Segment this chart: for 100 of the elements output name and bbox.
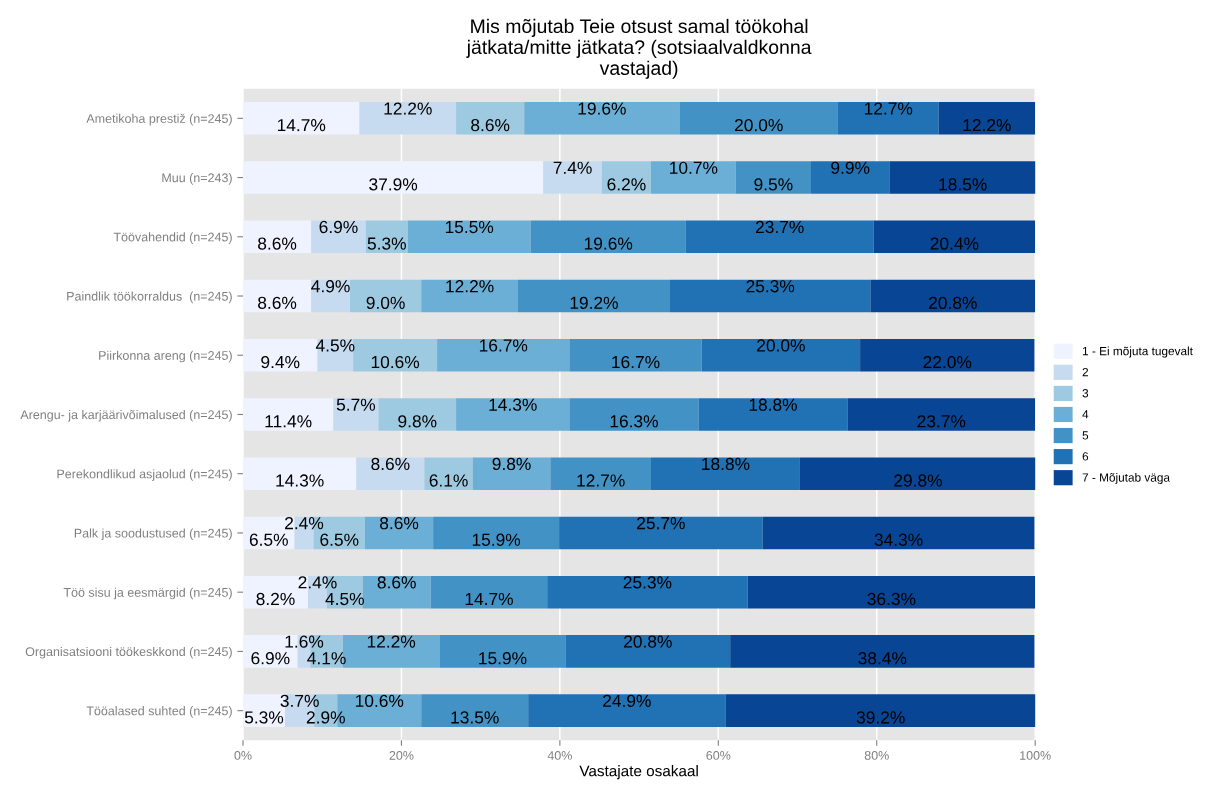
bar xyxy=(243,161,544,194)
data-label: 16.7% xyxy=(612,355,660,369)
data-label: 6.9% xyxy=(251,652,290,665)
data-label: 36.3% xyxy=(867,592,916,606)
legend-label: 2 xyxy=(1082,367,1089,377)
data-label: 16.3% xyxy=(610,415,658,428)
bar xyxy=(437,338,570,372)
bar xyxy=(762,516,1035,550)
y-tick-label: Palk ja soodustused (n=245) xyxy=(74,528,232,541)
bar xyxy=(650,161,736,194)
bar xyxy=(430,575,548,609)
data-label: 4.1% xyxy=(307,652,346,665)
y-tick-label: Töövahendid (n=245) xyxy=(113,232,232,244)
bar xyxy=(543,161,602,194)
data-label: 20.8% xyxy=(624,635,672,648)
data-label: 12.2% xyxy=(963,118,1011,132)
data-label: 25.3% xyxy=(623,576,672,589)
chart-title: Mis mõjutab Teie otsust samal töökohal jätkata/mitte jätkata? (sotsiaalvaldkonna vastajad) xyxy=(466,18,812,79)
data-label: 4.5% xyxy=(315,339,355,352)
data-label: 15.9% xyxy=(472,533,521,546)
x-tick-label: 20% xyxy=(389,751,414,760)
legend-label: 3 xyxy=(1082,389,1089,398)
bar xyxy=(747,575,1036,609)
data-label: 13.5% xyxy=(451,711,499,724)
bar xyxy=(456,398,570,431)
bar xyxy=(243,102,360,135)
bar xyxy=(730,635,1035,668)
bar xyxy=(356,457,425,490)
data-label: 12.7% xyxy=(864,102,913,115)
data-label: 25.7% xyxy=(637,517,685,530)
data-label: 22.0% xyxy=(923,355,972,369)
x-tick-label: 40% xyxy=(547,751,572,760)
bar xyxy=(550,457,651,490)
data-label: 38.4% xyxy=(858,652,907,665)
bar xyxy=(685,220,874,254)
data-label: 9.8% xyxy=(492,457,531,471)
data-label: 2.4% xyxy=(298,576,337,589)
data-label: 12.7% xyxy=(577,474,625,487)
data-label: 6.9% xyxy=(319,220,358,234)
bar xyxy=(735,161,811,194)
data-label: 15.5% xyxy=(445,220,494,234)
bar xyxy=(333,398,379,431)
bar xyxy=(870,279,1036,313)
data-label: 39.2% xyxy=(856,711,905,724)
bar xyxy=(698,398,848,431)
y-tick-label: Ametikoha prestiž (n=245) xyxy=(86,113,232,126)
bar xyxy=(433,516,560,550)
y-tick-label: Piirkonna areng (n=245) xyxy=(99,350,232,363)
bar xyxy=(799,457,1036,490)
legend-label: 4 xyxy=(1082,410,1089,419)
data-label: 8.6% xyxy=(258,237,297,250)
bar xyxy=(517,279,670,313)
data-label: 6.5% xyxy=(320,533,359,546)
bar xyxy=(569,398,699,431)
data-label: 19.6% xyxy=(578,102,626,115)
data-label: 20.0% xyxy=(757,339,805,352)
x-tick-label: 60% xyxy=(706,751,731,760)
data-label: 8.6% xyxy=(258,296,297,309)
x-tick-label: 80% xyxy=(864,751,889,760)
bar xyxy=(810,161,890,194)
bar xyxy=(353,338,438,372)
y-tick-label: Perekondlikud asjaolud (n=245) xyxy=(57,469,232,481)
x-axis-title: Vastajate osakaal xyxy=(579,765,698,780)
bar xyxy=(362,575,431,609)
legend-label: 1 - Ei mõjuta tugevalt xyxy=(1082,346,1193,358)
data-label: 23.7% xyxy=(755,220,804,234)
data-label: 2.9% xyxy=(306,711,345,724)
data-label: 5.3% xyxy=(244,711,284,724)
data-label: 8.2% xyxy=(256,592,295,606)
data-label: 4.9% xyxy=(311,280,350,293)
bar xyxy=(528,694,726,727)
bar xyxy=(565,635,731,668)
bar xyxy=(365,220,408,254)
bar xyxy=(243,279,312,313)
bar xyxy=(569,338,702,372)
data-label: 19.2% xyxy=(570,296,618,309)
data-label: 9.5% xyxy=(754,178,793,191)
bar xyxy=(601,161,651,194)
data-label: 10.6% xyxy=(371,355,420,369)
bar xyxy=(317,338,354,372)
data-label: 34.3% xyxy=(874,533,923,546)
data-label: 20.8% xyxy=(929,296,977,309)
data-label: 4.5% xyxy=(325,592,364,606)
bar xyxy=(873,220,1036,254)
bar xyxy=(860,338,1035,372)
bar xyxy=(456,102,525,135)
data-label: 5.7% xyxy=(336,398,376,411)
data-label: 11.4% xyxy=(265,415,312,428)
bar xyxy=(349,279,422,313)
data-label: 9.8% xyxy=(398,415,437,428)
data-label: 9.4% xyxy=(261,355,300,369)
bar xyxy=(524,102,680,135)
data-label: 8.6% xyxy=(471,118,510,132)
data-label: 25.3% xyxy=(746,280,795,293)
data-label: 20.0% xyxy=(734,118,783,132)
data-label: 23.7% xyxy=(917,415,966,428)
data-label: 16.7% xyxy=(479,339,528,352)
data-label: 5.3% xyxy=(367,237,406,250)
data-label: 12.2% xyxy=(367,635,416,648)
data-label: 19.6% xyxy=(584,237,633,250)
